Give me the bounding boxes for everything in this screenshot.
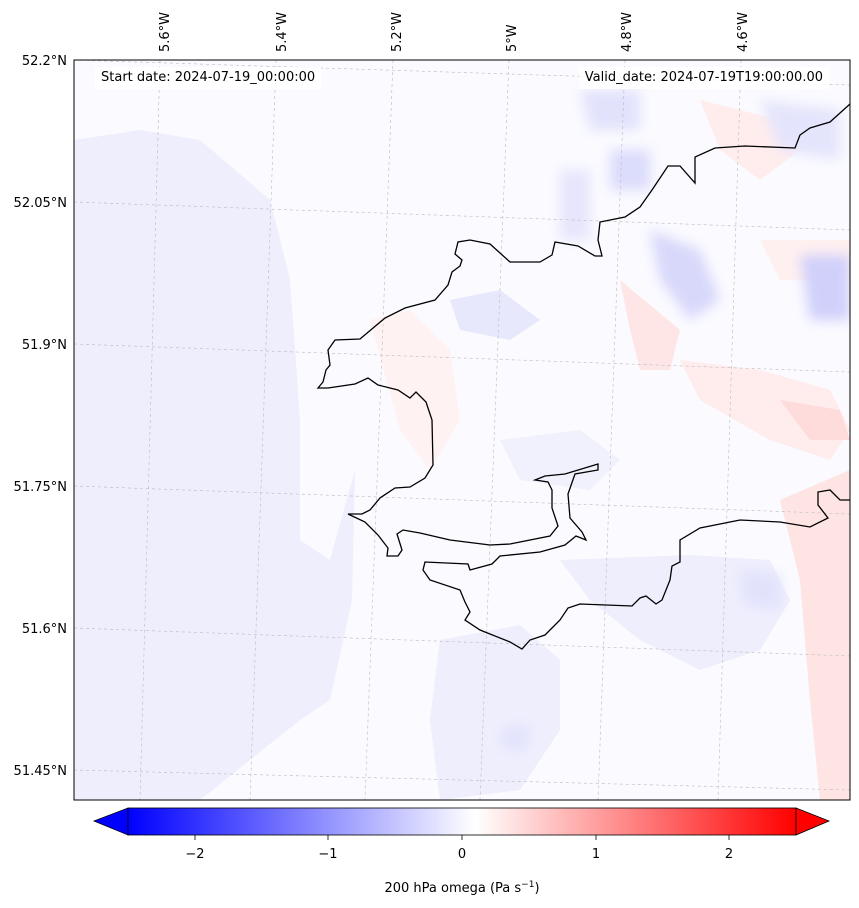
lat-label: 51.45°N <box>14 764 67 779</box>
colorbar-label-main: 200 hPa omega (Pa s <box>384 881 521 896</box>
lon-label: 5.4°W <box>275 12 290 52</box>
lat-label: 51.9°N <box>22 338 67 353</box>
colorbar-tick: −2 <box>185 847 204 862</box>
colorbar-label: 200 hPa omega (Pa s−1) <box>384 880 539 896</box>
lon-label: 5°W <box>505 24 520 52</box>
colorbar: −2 −1 0 1 2 200 hPa omega (Pa s−1) <box>92 807 831 896</box>
colorbar-low-extend <box>92 807 129 836</box>
map-frame <box>73 59 851 801</box>
coastline <box>316 103 850 650</box>
lon-label: 4.6°W <box>736 12 751 52</box>
colorbar-label-end: ) <box>534 881 539 896</box>
colorbar-tick: −1 <box>318 847 337 862</box>
lat-label: 52.05°N <box>14 196 67 211</box>
colorbar-tick: 0 <box>458 847 466 862</box>
longitude-labels: 5.6°W 5.4°W 5.2°W 5°W 4.8°W 4.6°W <box>158 12 751 52</box>
colorbar-label-sup: −1 <box>521 880 534 890</box>
lon-label: 4.8°W <box>620 12 635 52</box>
colorbar-tick: 2 <box>725 847 733 862</box>
colorbar-body <box>127 807 797 836</box>
lon-label: 5.2°W <box>390 12 405 52</box>
valid-date-label: Valid_date: 2024-07-19T19:00:00.00 <box>578 67 829 89</box>
colorbar-high-extend <box>795 807 831 836</box>
omega-field <box>74 60 850 800</box>
lon-label: 5.6°W <box>158 12 173 52</box>
lat-label: 51.6°N <box>22 622 67 637</box>
lat-label: 52.2°N <box>22 54 67 69</box>
latitude-labels: 52.2°N 52.05°N 51.9°N 51.75°N 51.6°N 51.… <box>14 54 67 779</box>
lat-label: 51.75°N <box>14 480 67 495</box>
start-date-label: Start date: 2024-07-19_00:00:00 <box>95 67 322 89</box>
colorbar-tick: 1 <box>592 847 600 862</box>
